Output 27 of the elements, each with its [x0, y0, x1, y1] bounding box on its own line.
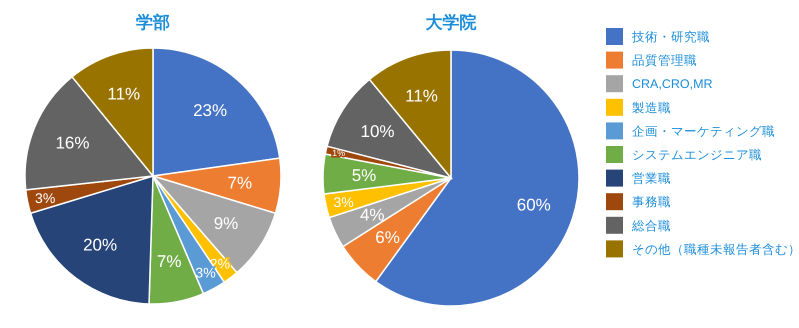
- data-label: 4%: [360, 206, 385, 225]
- chart-title: 大学院: [426, 13, 476, 32]
- legend-label: 企画・マーケティング職: [632, 124, 775, 138]
- legend-label: CRA,CRO,MR: [632, 77, 713, 92]
- data-label: 16%: [55, 134, 90, 153]
- legend-label: 技術・研究職: [631, 30, 710, 44]
- chart-title: 学部: [136, 13, 170, 32]
- data-label: 60%: [516, 195, 551, 214]
- data-label: 10%: [360, 122, 395, 141]
- data-label: 20%: [83, 236, 118, 255]
- data-label: 11%: [405, 86, 438, 106]
- legend-label: 製造職: [632, 100, 671, 115]
- legend-label: 営業職: [632, 172, 671, 186]
- data-label: 23%: [193, 100, 228, 120]
- data-label: 3%: [35, 190, 56, 206]
- legend-label: その他（職種未報告者含む）: [632, 242, 799, 256]
- data-label: 11%: [107, 84, 140, 104]
- data-label: 5%: [352, 166, 376, 185]
- data-label: 3%: [333, 194, 354, 210]
- data-label: 9%: [214, 214, 238, 233]
- legend-label: 事務職: [632, 195, 671, 210]
- legend-label: システムエンジニア職: [632, 148, 762, 162]
- data-label: 6%: [375, 228, 400, 248]
- data-label: 7%: [227, 173, 252, 192]
- legend-label: 総合職: [631, 218, 671, 233]
- legend-label: 品質管理職: [632, 54, 697, 68]
- data-label: 7%: [156, 252, 182, 272]
